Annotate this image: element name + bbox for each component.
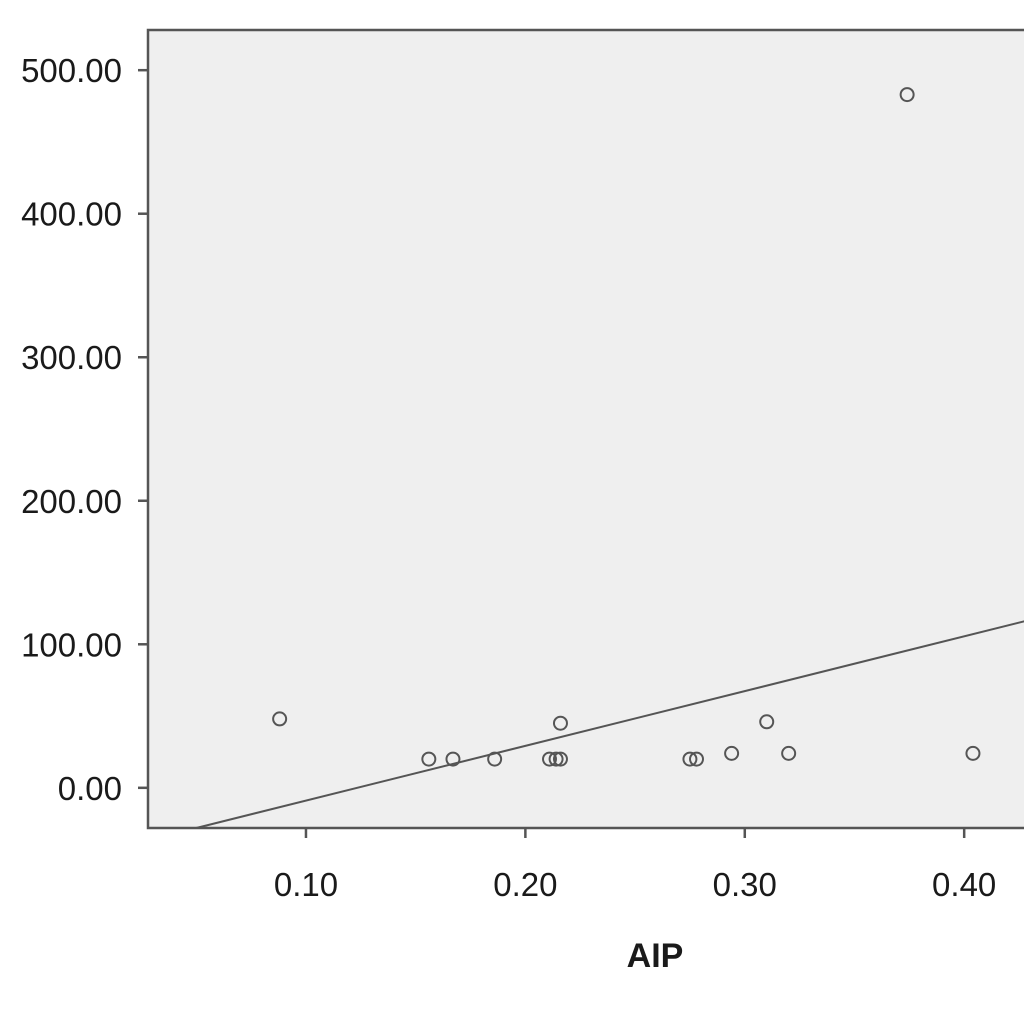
data-point [421,751,437,767]
y-tick-label: 300.00 [21,339,122,376]
data-point [552,715,568,731]
x-axis: 0.10 0.20 0.30 0.40 [274,828,996,903]
data-point [724,745,740,761]
y-tick-label: 200.00 [21,483,122,520]
data-point [759,714,775,730]
x-tick-label: 0.10 [274,866,338,903]
plot-frame [146,28,1024,830]
y-tick-label: 500.00 [21,52,122,89]
y-tick-label: 100.00 [21,626,122,663]
data-point [965,745,981,761]
fit-line-layer [196,620,1024,829]
fit-line [196,620,1024,829]
x-tick-label: 0.20 [493,866,557,903]
data-point [445,751,461,767]
data-point [689,751,705,767]
data-point [548,751,564,767]
y-tick-label: 0.00 [58,770,122,807]
data-point [542,751,558,767]
y-axis: 0.00 100.00 200.00 300.00 400.00 500.00 [21,52,148,807]
data-point [487,751,503,767]
y-tick-label: 400.00 [21,196,122,233]
data-point [899,87,915,103]
x-axis-title: AIP [627,937,684,975]
plot-area [148,30,1024,828]
data-point [781,745,797,761]
data-point [552,751,568,767]
points-layer [272,87,981,767]
data-point [682,751,698,767]
x-tick-label: 0.40 [932,866,996,903]
x-tick-label: 0.30 [713,866,777,903]
data-point [272,711,288,727]
